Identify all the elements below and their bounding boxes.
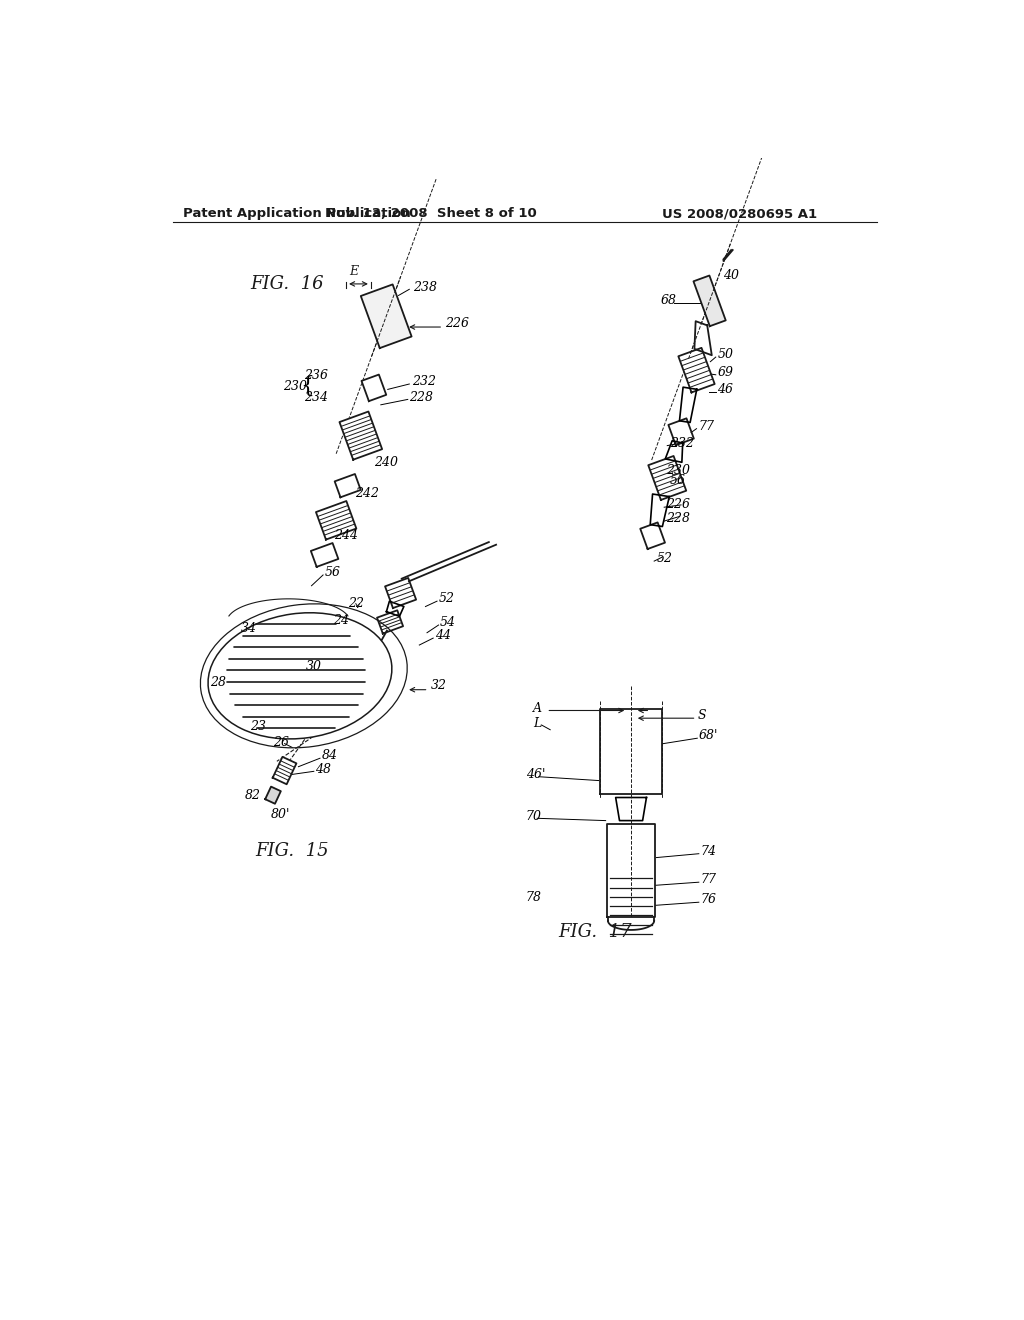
Polygon shape: [694, 321, 712, 355]
Text: 244: 244: [334, 529, 357, 543]
Text: 80': 80': [270, 808, 290, 821]
Text: 52: 52: [656, 552, 673, 565]
Polygon shape: [615, 797, 646, 821]
Text: 46': 46': [525, 768, 545, 781]
Text: 52: 52: [438, 593, 455, 606]
Text: 22: 22: [348, 597, 364, 610]
Text: 44: 44: [435, 630, 451, 643]
Text: {: {: [300, 375, 314, 397]
Text: 240: 240: [374, 455, 398, 469]
Text: 69: 69: [717, 366, 733, 379]
Polygon shape: [361, 375, 386, 401]
Text: 23: 23: [250, 721, 266, 733]
Text: Nov. 13, 2008  Sheet 8 of 10: Nov. 13, 2008 Sheet 8 of 10: [325, 207, 537, 220]
Polygon shape: [680, 387, 696, 422]
Text: FIG.  16: FIG. 16: [250, 275, 324, 293]
Text: 232: 232: [670, 437, 693, 450]
Text: 74: 74: [700, 845, 717, 858]
Text: 30: 30: [306, 660, 323, 673]
Polygon shape: [311, 543, 338, 566]
Text: 242: 242: [355, 487, 380, 500]
Text: US 2008/0280695 A1: US 2008/0280695 A1: [662, 207, 817, 220]
Text: 70: 70: [525, 810, 542, 824]
Polygon shape: [640, 523, 665, 549]
Text: 34: 34: [241, 622, 257, 635]
Polygon shape: [272, 756, 296, 784]
Polygon shape: [607, 825, 655, 917]
Text: FIG.  17: FIG. 17: [558, 923, 632, 941]
Polygon shape: [678, 348, 715, 392]
Text: 84: 84: [322, 750, 338, 763]
Text: 56: 56: [325, 566, 341, 579]
Text: 40: 40: [724, 269, 739, 282]
Text: 230: 230: [283, 380, 307, 393]
Polygon shape: [669, 418, 694, 445]
Text: 77: 77: [698, 420, 714, 433]
Polygon shape: [666, 441, 683, 462]
Text: FIG.  15: FIG. 15: [255, 842, 329, 861]
Text: 32: 32: [431, 680, 446, 693]
Polygon shape: [360, 284, 412, 348]
Polygon shape: [648, 455, 686, 500]
Text: 236: 236: [304, 370, 328, 381]
Polygon shape: [335, 474, 360, 498]
Text: 24: 24: [333, 614, 349, 627]
Text: 228: 228: [666, 512, 690, 525]
Polygon shape: [340, 412, 382, 459]
Text: 68: 68: [660, 294, 676, 308]
Text: L: L: [534, 717, 542, 730]
Polygon shape: [650, 494, 670, 527]
Text: 76: 76: [700, 894, 717, 907]
Text: 78: 78: [525, 891, 542, 904]
Polygon shape: [377, 610, 403, 634]
Text: 82: 82: [245, 789, 260, 803]
Polygon shape: [693, 276, 726, 326]
Text: 26: 26: [273, 735, 289, 748]
Text: A: A: [534, 702, 543, 714]
Text: 232: 232: [412, 375, 435, 388]
Text: E: E: [349, 265, 358, 277]
Ellipse shape: [208, 612, 392, 739]
Text: 46: 46: [717, 383, 733, 396]
Text: 28: 28: [210, 676, 226, 689]
Polygon shape: [265, 787, 281, 804]
Text: 54: 54: [440, 616, 456, 630]
Polygon shape: [386, 601, 403, 616]
Text: 238: 238: [413, 281, 437, 294]
Text: 228: 228: [410, 391, 433, 404]
Text: 68': 68': [698, 730, 718, 742]
Text: 226: 226: [666, 499, 690, 511]
Text: 234: 234: [304, 391, 328, 404]
Text: 48: 48: [315, 763, 332, 776]
Text: 56: 56: [670, 474, 685, 487]
Text: S: S: [697, 709, 706, 722]
Text: 226: 226: [444, 317, 469, 330]
Text: Patent Application Publication: Patent Application Publication: [183, 207, 411, 220]
Text: 77: 77: [700, 874, 717, 887]
Text: 50: 50: [717, 348, 733, 362]
Polygon shape: [385, 578, 416, 609]
Polygon shape: [316, 502, 356, 540]
Polygon shape: [600, 709, 662, 793]
Text: 230: 230: [666, 463, 690, 477]
